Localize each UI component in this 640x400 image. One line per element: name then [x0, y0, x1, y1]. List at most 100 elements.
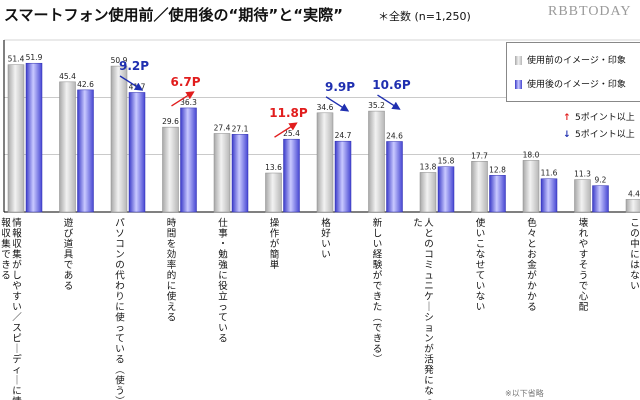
- bar-after: [540, 178, 558, 213]
- bar-before: [574, 179, 591, 213]
- up-arrow: [274, 122, 298, 138]
- category-label-char: 情: [12, 217, 22, 229]
- category-label-char: で: [64, 260, 74, 271]
- category-label-char: 遊: [64, 217, 74, 229]
- category-label-char: 発: [424, 364, 434, 376]
- category-label-char: で: [579, 281, 589, 292]
- value-label-before: 51.4: [8, 55, 25, 64]
- diff-label: 11.8P: [269, 106, 308, 120]
- category-label-char: 配: [579, 302, 589, 313]
- category-label-char: る: [115, 355, 125, 366]
- category-label-char: 単: [270, 259, 280, 271]
- up-arrow: [171, 91, 195, 107]
- category-label-char: 作: [270, 228, 280, 240]
- category-label-char: ソ: [115, 229, 125, 240]
- category-label-char: し: [373, 229, 383, 240]
- value-label-before: 27.4: [214, 123, 231, 132]
- category-label-char: き: [373, 334, 383, 345]
- category-label-char: や: [12, 281, 22, 292]
- category-label-char: な: [476, 292, 486, 303]
- value-label-after: 9.2: [595, 176, 607, 185]
- category-label-char: う: [115, 386, 125, 397]
- category-label-char: 道: [64, 238, 74, 250]
- value-label-after: 24.7: [335, 131, 352, 140]
- category-label-char: 使: [167, 291, 177, 303]
- category-label-char: き: [373, 292, 383, 303]
- diff-label: 10.6P: [372, 78, 411, 92]
- legend-up-label: 5ポイント以上: [575, 113, 635, 123]
- category-label-char: が: [12, 259, 22, 271]
- value-label-before: 35.2: [368, 101, 385, 110]
- category-label-char: 情: [12, 396, 22, 400]
- category-label-char: 心: [579, 292, 589, 303]
- down-arrow: [325, 96, 350, 112]
- category-label-char: 色: [527, 217, 537, 229]
- bar-after: [592, 185, 609, 213]
- value-label-before: 13.8: [420, 162, 437, 171]
- bar-before: [265, 172, 282, 213]
- category-label-char: れ: [579, 229, 589, 240]
- category-label-char: 操: [270, 217, 280, 229]
- category-label: 新しい経験ができた︵できる︶: [373, 217, 383, 366]
- category-label-char: て: [218, 313, 228, 324]
- category-label-char: ｜: [12, 375, 22, 387]
- bar-before: [162, 126, 179, 213]
- category-label-char: 験: [373, 259, 383, 271]
- category-label: 仕事・勉強に役立っている: [218, 217, 228, 345]
- category-label-char: か: [527, 281, 537, 292]
- category-label-char: っ: [424, 397, 434, 400]
- category-label-char: い: [218, 323, 228, 334]
- bar-after: [334, 140, 352, 213]
- category-label-char: や: [579, 239, 589, 250]
- category-label-char: る: [218, 334, 228, 345]
- value-label-after: 12.8: [489, 165, 506, 174]
- category-label-char: ｜: [12, 343, 22, 355]
- bar-before: [368, 110, 385, 213]
- legend-swatch-after: [515, 80, 522, 89]
- value-label-before: 18.0: [523, 150, 540, 159]
- category-label-char: す: [12, 292, 22, 303]
- category-label-char: 収: [1, 228, 11, 240]
- diff-annotations: 9.2P 6.7P 11.8P 9.9P 10.6P: [119, 59, 411, 138]
- bars: [7, 62, 640, 213]
- down-arrow: [119, 75, 144, 91]
- category-label-char: 経: [373, 249, 383, 261]
- bar-before: [471, 161, 488, 213]
- category-label-char: ︶: [115, 397, 125, 400]
- value-label-after: 15.8: [438, 157, 455, 166]
- legend-swatch-before: [515, 56, 522, 65]
- category-label-char: パ: [115, 218, 125, 229]
- category-label-char: 時: [167, 218, 177, 229]
- category-label-char: 々: [527, 229, 537, 240]
- category-label-char: 簡: [270, 249, 280, 261]
- value-label-after: 51.9: [26, 53, 43, 62]
- category-label-char: ョ: [424, 323, 434, 334]
- category-label-char: ニ: [424, 281, 434, 292]
- category-label-char: 壊: [579, 217, 589, 229]
- category-label-char: を: [167, 239, 177, 250]
- value-label-before: 29.6: [162, 117, 179, 126]
- category-label-char: コ: [115, 239, 125, 250]
- category-label-char: 的: [167, 270, 177, 282]
- diff-label: 9.9P: [325, 80, 355, 94]
- category-label-char: あ: [64, 271, 74, 282]
- category-label-char: ／: [12, 313, 22, 324]
- category-label-char: シ: [424, 313, 434, 324]
- category-label-char: の: [424, 239, 434, 250]
- category-label-char: が: [373, 270, 383, 282]
- category-label-char: 間: [167, 229, 177, 240]
- category-label-char: が: [424, 343, 434, 355]
- category-label-char: い: [476, 281, 486, 292]
- category-label-char: て: [476, 271, 486, 282]
- category-label: 色々とお金がかかる: [527, 217, 537, 313]
- category-label-char: 立: [218, 291, 228, 303]
- category-label-char: わ: [115, 281, 125, 292]
- bar-before: [213, 133, 231, 213]
- category-label-char: な: [476, 250, 486, 261]
- value-label-after: 24.6: [386, 131, 403, 140]
- category-label: 遊び道具である: [64, 217, 74, 292]
- category-label-char: 事: [218, 228, 228, 240]
- category-label-char: 集: [12, 249, 22, 261]
- category-label-char: こ: [476, 239, 486, 250]
